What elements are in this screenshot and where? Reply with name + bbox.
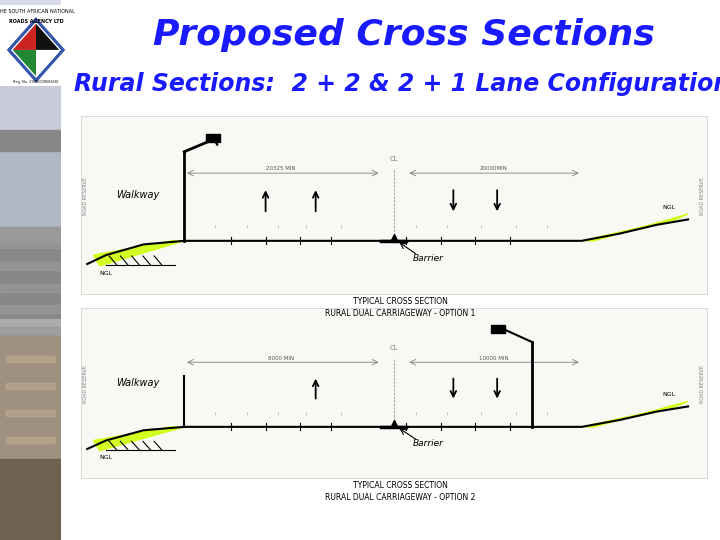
Bar <box>0 227 61 243</box>
Text: |: | <box>277 411 279 415</box>
Text: NGL: NGL <box>662 392 676 397</box>
Bar <box>6 410 55 416</box>
Text: |: | <box>546 411 548 415</box>
Text: NGL: NGL <box>99 455 112 460</box>
Text: 20325 MIN: 20325 MIN <box>266 166 296 171</box>
Text: |: | <box>446 225 448 228</box>
Bar <box>206 134 220 142</box>
Polygon shape <box>9 19 63 80</box>
Text: |: | <box>340 225 341 228</box>
Bar <box>0 130 61 151</box>
Text: Walkway: Walkway <box>116 190 159 199</box>
Text: ROAD RESERVE: ROAD RESERVE <box>83 177 88 215</box>
Polygon shape <box>13 50 36 76</box>
Text: CL: CL <box>390 345 398 352</box>
Polygon shape <box>582 401 688 427</box>
Text: |: | <box>246 225 248 228</box>
Text: |: | <box>481 225 482 228</box>
Bar <box>81 308 707 478</box>
Bar <box>0 327 61 335</box>
Polygon shape <box>94 241 184 266</box>
Text: Walkway: Walkway <box>116 377 159 388</box>
Bar <box>491 325 505 333</box>
Bar <box>0 335 61 540</box>
Text: CL: CL <box>390 156 398 161</box>
Bar <box>6 356 55 362</box>
Text: Proposed Cross Sections: Proposed Cross Sections <box>153 18 654 52</box>
Text: |: | <box>446 411 448 415</box>
Text: 10000 MIN: 10000 MIN <box>480 355 509 361</box>
Text: |: | <box>246 411 248 415</box>
Text: |: | <box>516 225 517 228</box>
Bar <box>0 0 61 130</box>
Text: Barrier: Barrier <box>413 440 444 448</box>
Text: |: | <box>215 225 216 228</box>
Bar <box>0 319 61 351</box>
Bar <box>0 227 61 335</box>
Text: |: | <box>415 225 416 228</box>
Bar <box>0 240 61 248</box>
Text: |: | <box>481 411 482 415</box>
Text: |: | <box>340 411 341 415</box>
Text: ROAD RESERVE: ROAD RESERVE <box>700 177 705 215</box>
Text: Barrier: Barrier <box>413 254 444 263</box>
Text: Rural Sections:  2 + 2 & 2 + 1 Lane Configuration: Rural Sections: 2 + 2 & 2 + 1 Lane Confi… <box>74 72 720 96</box>
Polygon shape <box>36 50 59 76</box>
Text: |: | <box>305 411 307 415</box>
Polygon shape <box>13 24 36 50</box>
Text: THE SOUTH AFRICAN NATIONAL: THE SOUTH AFRICAN NATIONAL <box>0 10 75 15</box>
Text: ROADS AGENCY LTD: ROADS AGENCY LTD <box>9 19 63 24</box>
Polygon shape <box>36 24 59 50</box>
Polygon shape <box>582 214 688 241</box>
Text: |: | <box>305 225 307 228</box>
Text: |: | <box>277 225 279 228</box>
Text: TYPICAL CROSS SECTION
RURAL DUAL CARRIAGEWAY - OPTION 2: TYPICAL CROSS SECTION RURAL DUAL CARRIAG… <box>325 481 476 502</box>
Text: ROAD RESERVE: ROAD RESERVE <box>700 366 705 403</box>
Bar <box>0 459 61 540</box>
Polygon shape <box>12 23 60 77</box>
Text: |: | <box>215 411 216 415</box>
Text: |: | <box>546 225 548 228</box>
Bar <box>6 383 55 389</box>
Text: NGL: NGL <box>99 271 112 276</box>
Text: ROAD RESERVE: ROAD RESERVE <box>83 366 88 403</box>
Text: NGL: NGL <box>662 205 676 210</box>
Bar <box>0 0 61 243</box>
Bar <box>0 305 61 313</box>
Bar <box>6 437 55 443</box>
Text: 20000MIN: 20000MIN <box>480 166 508 171</box>
Text: |: | <box>516 411 517 415</box>
Bar <box>0 0 61 81</box>
Text: |: | <box>415 411 416 415</box>
Text: 8000 MIN: 8000 MIN <box>268 355 294 361</box>
Bar <box>0 262 61 270</box>
Text: TYPICAL CROSS SECTION
RURAL DUAL CARRIAGEWAY - OPTION 1: TYPICAL CROSS SECTION RURAL DUAL CARRIAG… <box>325 298 476 318</box>
Text: Reg. No. 1998/009584/30: Reg. No. 1998/009584/30 <box>13 80 59 84</box>
Bar <box>0 284 61 292</box>
Polygon shape <box>94 427 184 451</box>
Bar <box>81 116 707 294</box>
